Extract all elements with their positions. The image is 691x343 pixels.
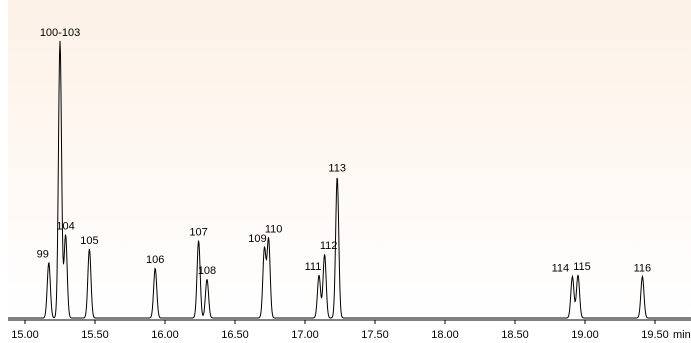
x-tick-label-7: 18.50 <box>501 329 529 341</box>
x-tick-label-6: 18.00 <box>431 329 459 341</box>
x-axis-title: min <box>673 329 691 341</box>
peak-label-5: 107 <box>189 226 207 238</box>
peak-label-0: 99 <box>37 249 49 261</box>
peak-label-13: 115 <box>573 261 591 273</box>
x-tick-label-4: 17.00 <box>291 329 319 341</box>
peak-label-11: 113 <box>328 163 346 175</box>
peak-label-3: 105 <box>80 235 98 247</box>
plot-background <box>8 0 691 320</box>
peak-label-10: 112 <box>320 240 338 252</box>
x-tick-label-5: 17.50 <box>361 329 389 341</box>
peak-label-14: 116 <box>634 262 652 274</box>
x-tick-label-9: 19.50 <box>641 329 669 341</box>
x-tick-label-3: 16.50 <box>221 329 249 341</box>
peak-label-4: 106 <box>146 254 164 266</box>
x-axis: 15.00 15.50 16.00 16.50 17.00 17.50 18.00 18.50… <box>8 319 691 341</box>
peak-label-2: 104 <box>56 221 74 233</box>
x-tick-label-2: 16.00 <box>151 329 179 341</box>
peak-label-9: 111 <box>305 261 322 273</box>
trace-layer <box>8 40 691 319</box>
peak-label-8: 110 <box>265 223 283 235</box>
x-tick-label-0: 15.00 <box>11 329 39 341</box>
peak-label-7: 109 <box>248 233 266 245</box>
peak-label-12: 114 <box>552 262 570 274</box>
peak-label-1: 100-103 <box>40 27 80 39</box>
x-tick-label-1: 15.50 <box>81 329 109 341</box>
x-tick-label-8: 19.00 <box>571 329 599 341</box>
peak-label-6: 108 <box>198 265 216 277</box>
chromatogram-trace <box>8 40 691 319</box>
